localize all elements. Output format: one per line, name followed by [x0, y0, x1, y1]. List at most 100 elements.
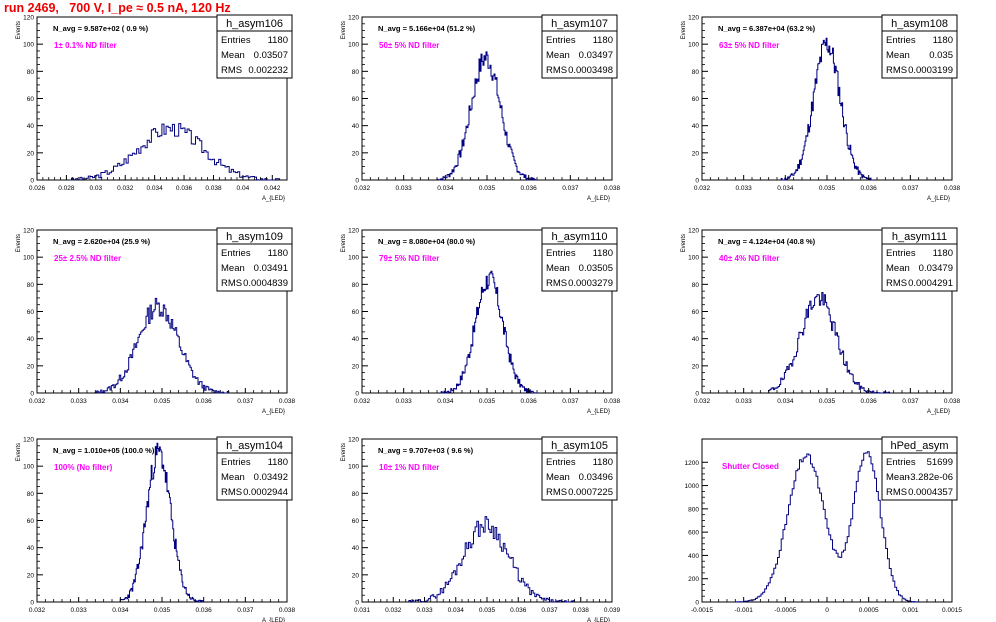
y-tick-label: 80 [692, 282, 700, 289]
x-tick-label: 0.036 [176, 185, 193, 192]
x-tick-label: 0.038 [604, 185, 621, 192]
y-tick-label: 40 [27, 545, 35, 552]
histogram-name: h_asym109 [226, 231, 283, 243]
stats-mean-label: Mean [546, 50, 570, 61]
stats-rms-label: RMS [546, 278, 567, 289]
x-tick-label: -0.0005 [774, 607, 796, 614]
x-tick-label: 0.036 [196, 607, 213, 614]
stats-mean-value: 0.03496 [579, 472, 613, 483]
n-avg-label: N_avg = 8.080e+04 (80.0 %) [378, 237, 476, 246]
x-tick-label: 0.032 [354, 185, 371, 192]
y-tick-label: 1000 [685, 483, 700, 490]
stats-mean-label: Mean [221, 50, 245, 61]
x-tick-label: 0.033 [736, 185, 753, 192]
x-tick-label: 0.037 [541, 607, 558, 614]
stats-box [216, 227, 293, 292]
x-axis-title: A_{LED} [262, 409, 285, 415]
stats-mean-value: 0.03507 [254, 50, 288, 61]
y-tick-label: 100 [688, 42, 699, 49]
x-tick-label: 0.034 [147, 185, 164, 192]
stats-box [881, 14, 958, 79]
x-tick-label: 0.032 [354, 398, 371, 405]
stats-entries-label: Entries [546, 457, 576, 468]
n-avg-label: N_avg = 9.707e+03 ( 9.6 %) [378, 446, 474, 455]
x-tick-label: 0.035 [479, 398, 496, 405]
histogram-panel-hPed_asym: -0.0015 -0.001 -0.0005 0 0.0005 0.001 0.0015 0 2… [685, 436, 962, 614]
y-axis-title: Events [681, 234, 687, 252]
y-tick-label: 100 [688, 255, 699, 262]
x-tick-label: 0.033 [396, 398, 413, 405]
y-tick-label: 60 [27, 309, 35, 316]
y-tick-label: 80 [352, 69, 360, 76]
x-tick-label: 0.042 [264, 185, 281, 192]
y-tick-label: 0 [695, 391, 699, 398]
x-tick-label: 0.039 [604, 607, 621, 614]
y-tick-label: 400 [688, 553, 699, 560]
stats-mean-label: Mean [221, 263, 245, 274]
x-tick-label: 0.036 [861, 185, 878, 192]
n-avg-label: N_avg = 2.620e+04 (25.9 %) [53, 237, 151, 246]
x-tick-label: 0.038 [205, 185, 222, 192]
stats-mean-value: 0.03492 [254, 472, 288, 483]
x-tick-label: 0.028 [58, 185, 75, 192]
x-tick-label: 0.036 [521, 398, 538, 405]
y-tick-label: 40 [27, 123, 35, 130]
stats-rms-label: RMS [886, 487, 907, 498]
y-tick-label: 20 [352, 363, 360, 370]
y-axis-title: Events [341, 21, 347, 39]
y-tick-label: 60 [352, 309, 360, 316]
stats-entries-label: Entries [886, 248, 916, 259]
histogram-line [94, 297, 230, 394]
stats-entries-label: Entries [546, 248, 576, 259]
y-axis-title: Events [16, 443, 22, 461]
y-tick-label: 120 [348, 15, 359, 22]
x-tick-label: 0.037 [237, 398, 254, 405]
histogram-panel-h_asym106: 0.026 0.028 0.03 0.032 0.034 0.036 0.038 0.04 0.… [16, 14, 293, 202]
stats-rms-value: 0.002232 [248, 65, 288, 76]
y-tick-label: 60 [27, 96, 35, 103]
stats-box [541, 436, 618, 501]
y-tick-label: 80 [352, 491, 360, 498]
stats-rms-value: 0.0007225 [568, 487, 613, 498]
stats-mean-label: Mean [886, 50, 910, 61]
y-tick-label: 100 [23, 42, 34, 49]
histogram-name: h_asym105 [551, 440, 608, 452]
histogram-panel-h_asym108: 0.032 0.033 0.034 0.035 0.036 0.037 0.038 0 20 40… [681, 14, 961, 202]
stats-entries-value: 1180 [933, 35, 953, 46]
x-tick-label: 0.0005 [859, 607, 879, 614]
x-tick-label: 0.037 [902, 185, 919, 192]
stats-entries-label: Entries [221, 35, 251, 46]
y-tick-label: 600 [688, 530, 699, 537]
stats-rms-value: 0.0004291 [908, 278, 953, 289]
y-tick-label: 20 [352, 572, 360, 579]
stats-box [881, 436, 958, 501]
y-tick-label: 0 [30, 391, 34, 398]
y-tick-label: 20 [27, 150, 35, 157]
stats-mean-value: 0.03497 [579, 50, 613, 61]
y-tick-label: 60 [27, 518, 35, 525]
y-tick-label: 80 [692, 69, 700, 76]
x-tick-label: 0.035 [154, 398, 171, 405]
histogram-name: h_asym110 [551, 231, 607, 243]
x-tick-label: 0.031 [354, 607, 371, 614]
stats-entries-value: 1180 [593, 248, 613, 259]
histogram-name: h_asym111 [892, 231, 947, 243]
y-axis-title: Events [341, 443, 347, 461]
x-tick-label: 0.033 [396, 185, 413, 192]
stats-rms-value: 0.0003279 [568, 278, 613, 289]
x-tick-label: 0.032 [694, 185, 711, 192]
x-tick-label: 0.032 [117, 185, 134, 192]
stats-rms-label: RMS [221, 278, 242, 289]
stats-rms-value: 0.0004357 [908, 487, 953, 498]
x-tick-label: 0.038 [944, 185, 961, 192]
filter-annotation: 63± 5% ND filter [719, 41, 779, 50]
stats-rms-label: RMS [886, 278, 907, 289]
y-tick-label: 60 [352, 96, 360, 103]
x-tick-label: 0.038 [604, 398, 621, 405]
stats-box [881, 227, 958, 292]
n-avg-label: N_avg = 9.587e+02 ( 0.9 %) [53, 24, 149, 33]
stats-rms-value: 0.0002944 [243, 487, 288, 498]
y-tick-label: 120 [348, 437, 359, 444]
stats-rms-value: 0.0004839 [243, 278, 288, 289]
x-tick-label: 0.038 [944, 398, 961, 405]
